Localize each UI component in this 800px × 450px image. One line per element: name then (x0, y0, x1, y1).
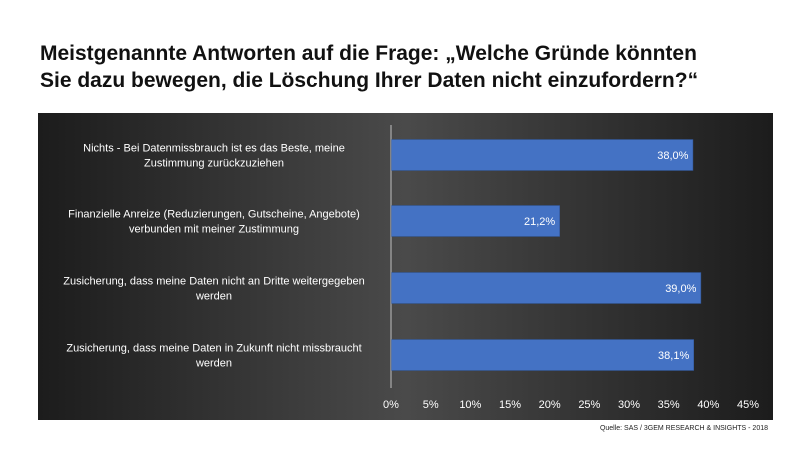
category-label: Zustimmung zurückzuziehen (144, 158, 284, 170)
category-label: werden (195, 358, 232, 370)
bar (391, 272, 702, 304)
chart-title-line-1: Meistgenannte Antworten auf die Frage: „… (40, 42, 697, 65)
x-tick-label: 40% (697, 399, 719, 411)
x-tick-label: 25% (578, 399, 600, 411)
x-tick-label: 30% (618, 399, 640, 411)
bar-value-label: 21,2% (524, 216, 555, 228)
bar (391, 339, 695, 371)
bar-chart: 38,0% Nichts - Bei Datenmissbrauch ist es… (63, 125, 759, 411)
x-tick-label: 20% (539, 399, 561, 411)
bar-value-label: 38,0% (657, 150, 688, 162)
category-label: Finanzielle Anreize (Reduzierungen, Guts… (68, 209, 360, 221)
x-tick-label: 5% (423, 399, 439, 411)
x-tick-label: 35% (658, 399, 680, 411)
category-label: Zusicherung, dass meine Daten nicht an D… (63, 276, 364, 288)
bar (391, 205, 560, 237)
category-label: verbunden mit meiner Zustimmung (129, 224, 299, 236)
x-tick-label: 45% (737, 399, 759, 411)
chart-panel: 38,0% Nichts - Bei Datenmissbrauch ist es… (38, 113, 773, 420)
category-label: Nichts - Bei Datenmissbrauch ist es das … (83, 143, 345, 155)
category-label: Zusicherung, dass meine Daten in Zukunft… (66, 343, 361, 355)
x-tick-label: 0% (383, 399, 399, 411)
bar (391, 139, 694, 171)
x-tick-label: 15% (499, 399, 521, 411)
chart-title-line-2: Sie dazu bewegen, die Löschung Ihrer Dat… (40, 69, 699, 92)
bar-value-label: 38,1% (658, 350, 689, 362)
chart-title: Meistgenannte Antworten auf die Frage: „… (40, 40, 780, 94)
x-tick-label: 10% (459, 399, 481, 411)
source-note: Quelle: SAS / 3GEM RESEARCH & INSIGHTS -… (599, 425, 768, 432)
bar-value-label: 39,0% (665, 283, 696, 295)
category-label: werden (195, 291, 232, 303)
